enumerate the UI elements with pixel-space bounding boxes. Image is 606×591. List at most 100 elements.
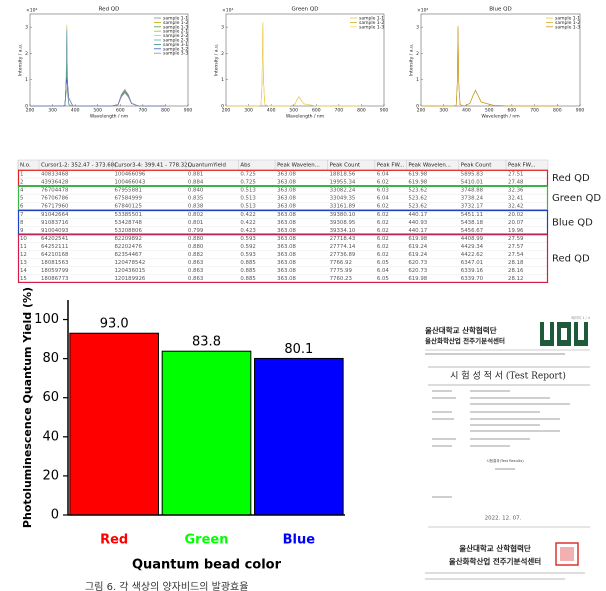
y-axis-title: Intensity / a.u. — [409, 44, 415, 76]
table-cell: 6.02 — [377, 220, 389, 226]
legend-label: sample 2-2 — [163, 33, 188, 39]
legend-label: sample 1-2 — [359, 20, 384, 26]
column-header: N.o. — [20, 163, 31, 169]
table-cell: 64252111 — [41, 244, 68, 250]
table-cell: 100466043 — [114, 180, 145, 186]
table-cell: 0.884 — [188, 180, 204, 186]
x-axis-title: Quantum bead color — [132, 558, 282, 573]
value-label: 80.1 — [284, 342, 313, 357]
table-cell: 76706786 — [41, 196, 69, 202]
table-cell: 76717960 — [41, 204, 69, 210]
table-cell: 0.802 — [188, 212, 203, 218]
column-header: Peak FW... — [377, 163, 405, 169]
table-cell: 67955881 — [114, 188, 141, 194]
x-tick-label: 800 — [357, 108, 366, 114]
x-tick-label: 900 — [184, 108, 193, 114]
logo — [540, 322, 588, 346]
table-cell: 43936428 — [41, 180, 69, 186]
table-cell: 5 — [20, 196, 23, 202]
column-header: Peak Wavelen... — [277, 163, 320, 169]
table-cell: 440.17 — [408, 228, 427, 234]
y-tick-label: 1 — [416, 77, 419, 83]
table-cell: 6339.70 — [461, 276, 484, 282]
table-cell: 67840125 — [114, 204, 141, 210]
table-cell: 64202541 — [41, 236, 68, 242]
fine-print — [495, 468, 515, 470]
table-cell: 4 — [20, 188, 24, 194]
table-cell: 4408.99 — [461, 236, 484, 242]
table-cell: 28.12 — [508, 276, 523, 282]
table-cell: 6.02 — [377, 228, 389, 234]
table-cell: 440.93 — [408, 220, 427, 226]
table-cell: 18059799 — [41, 268, 69, 274]
table-cell: 120189926 — [114, 276, 145, 282]
table-cell: 363.08 — [277, 220, 296, 226]
x-tick-label: 300 — [48, 108, 57, 114]
table-cell: 0.863 — [188, 268, 203, 274]
table-cell: 6.04 — [377, 268, 390, 274]
table-cell: 619.24 — [408, 244, 427, 250]
page-number: 페이지 1 / 4 — [571, 315, 590, 320]
report-title: 시 험 성 적 서 (Test Report) — [450, 370, 566, 382]
x-tick-label: Green — [185, 533, 229, 548]
y-axis-title: Photoluminescence Quantum Yield (%) — [21, 287, 34, 528]
table-cell: 53428748 — [114, 220, 142, 226]
table-cell: 40833468 — [41, 172, 69, 178]
chart-title: Blue QD — [489, 7, 511, 13]
column-header: Abs — [240, 163, 250, 169]
column-header: Peak Count — [330, 163, 361, 169]
x-tick-label: 200 — [417, 108, 426, 114]
table-cell: 91042664 — [41, 212, 69, 218]
table-cell: 28.16 — [508, 268, 524, 274]
legend-label: sample 1-1 — [359, 16, 384, 22]
y-exponent: ×10⁴ — [26, 8, 37, 14]
report-footer-title: 울산대학교 산학협력단 — [459, 543, 531, 553]
report-fields — [432, 390, 570, 498]
x-tick-label: 800 — [553, 108, 562, 114]
table-cell: 0.423 — [240, 228, 255, 234]
x-tick-label: Blue — [283, 533, 316, 548]
table-cell: 0.885 — [240, 276, 255, 282]
table-cell: 7760.23 — [330, 276, 352, 282]
report-footer-subtitle: 울산화학산업 전주기분석센터 — [449, 556, 541, 566]
column-header: Cursor3-4: 399.41 - 778.32(... — [114, 163, 195, 169]
table-cell: 19.96 — [508, 228, 524, 234]
report-header-subtitle: 울산화학산업 전주기분석센터 — [425, 336, 505, 345]
table-cell: 0.885 — [240, 268, 255, 274]
table-cell: 3738.24 — [461, 196, 484, 202]
value-label: 83.8 — [192, 335, 221, 350]
plot-frame — [29, 13, 189, 107]
table-cell: 8 — [20, 220, 24, 226]
table-cell: 0.863 — [188, 260, 203, 266]
table-cell: 0.835 — [188, 196, 203, 202]
table-cell: 3732.17 — [461, 204, 483, 210]
column-header: Peak FW... — [508, 163, 536, 169]
table-cell: 0.593 — [240, 252, 255, 258]
x-tick-label: 200 — [222, 108, 231, 114]
table-cell: 523.62 — [408, 204, 427, 210]
spectrum-line — [30, 81, 166, 107]
table-cell: 82354467 — [114, 252, 141, 258]
y-tick-label: 2 — [25, 51, 28, 57]
table-cell: 6.03 — [377, 188, 389, 194]
seal-inner — [560, 547, 574, 561]
fine-print — [425, 353, 565, 355]
table-cell: 363.08 — [277, 228, 296, 234]
table-cell: 619.98 — [408, 236, 427, 242]
value-label: 93.0 — [100, 317, 129, 332]
table-cell: 0.840 — [188, 188, 204, 194]
table-cell: 32.41 — [508, 196, 523, 202]
chart-title: Red QD — [99, 7, 120, 13]
table-cell: 6.02 — [377, 236, 389, 242]
table-cell: 7 — [20, 212, 23, 218]
legend-label: sample 3-1 — [163, 42, 188, 48]
x-tick-label: 700 — [139, 108, 148, 114]
report-header-title: 울산대학교 산학협력단 — [425, 325, 497, 335]
table-cell: 363.08 — [277, 180, 296, 186]
table-cell: 363.08 — [277, 236, 296, 242]
table-cell: 27.59 — [508, 236, 524, 242]
table-cell: 91083716 — [41, 220, 69, 226]
table-cell: 5451.11 — [461, 212, 483, 218]
bar — [161, 350, 252, 516]
